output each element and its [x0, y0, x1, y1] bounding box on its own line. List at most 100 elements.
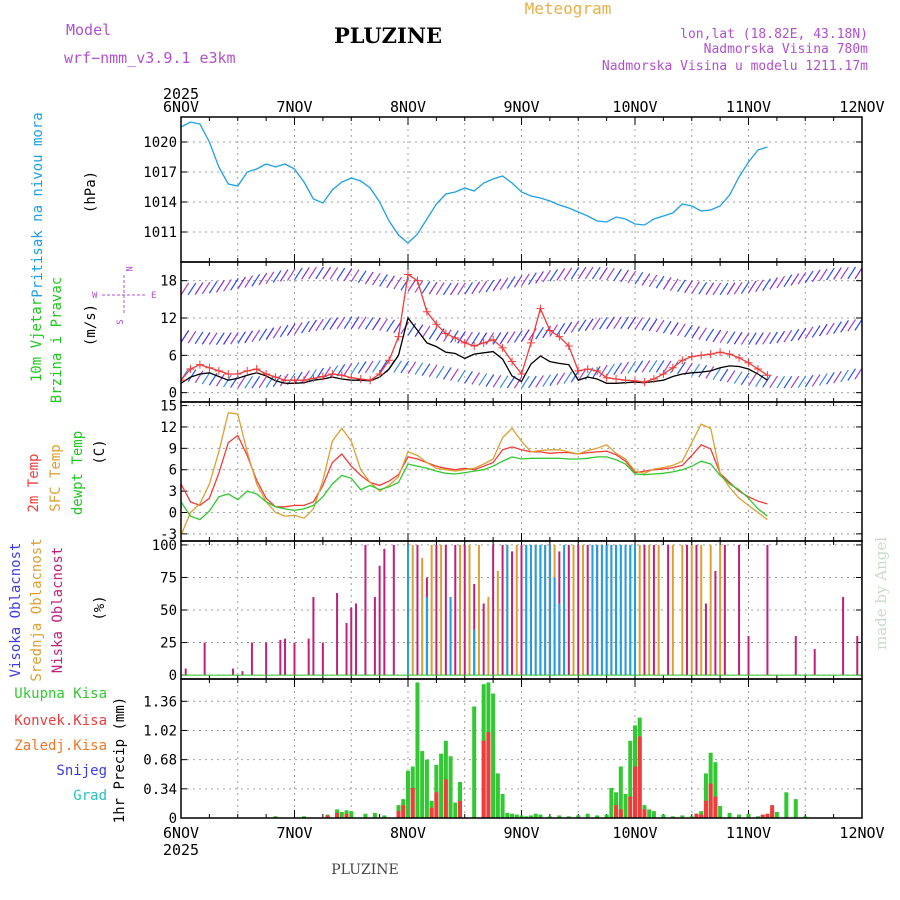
wind-barb: [662, 320, 672, 334]
bar-srednja-oblacnost: [648, 544, 651, 676]
bar-ukupna-kisa: [491, 693, 496, 818]
wind-barb: [826, 372, 835, 385]
wind-barb: [329, 317, 339, 330]
wind-barb: [620, 361, 630, 375]
footer-station: PLUZINE: [331, 862, 398, 878]
gust-marker: [526, 338, 535, 347]
gust-marker: [214, 366, 223, 375]
bar-niska-oblacnost: [813, 649, 816, 676]
wind-barb: [698, 364, 708, 378]
wind-barb: [499, 277, 509, 291]
gust-marker: [262, 370, 271, 378]
wind-barb: [804, 326, 814, 340]
bar-niska-oblacnost: [454, 544, 457, 676]
y-tick-label: -3: [160, 527, 177, 543]
gust-marker: [318, 372, 327, 381]
station-title: PLUZINE: [334, 23, 442, 48]
y-tick-label: 15: [160, 399, 177, 415]
x-tick-label-top: 6NOV: [163, 98, 199, 116]
y-tick-label: 1.36: [143, 694, 177, 710]
gust-marker: [224, 370, 233, 378]
wind-barb: [201, 371, 211, 385]
wind-barb: [747, 373, 757, 387]
gust-marker: [678, 356, 687, 365]
series-line-sfc-temp: [181, 411, 768, 536]
wind-barb: [847, 368, 857, 381]
bar-ukupna-kisa: [273, 816, 278, 818]
wind-barb: [435, 282, 445, 295]
bar-niska-oblacnost: [416, 544, 419, 676]
gust-marker: [233, 370, 242, 378]
wind-barb: [570, 320, 580, 334]
bar-ukupna-kisa: [718, 805, 723, 818]
bar-ukupna-kisa: [424, 759, 429, 818]
wind-barb: [506, 276, 516, 289]
precip-legend-item: Snijeg: [56, 763, 107, 779]
clouds-panel: 0 25 50 75 100: [152, 538, 863, 684]
bar-ukupna-kisa: [670, 816, 675, 818]
x-tick-label-bottom: 9NOV: [503, 824, 539, 842]
wind-barb: [457, 282, 466, 296]
wind-barb: [478, 373, 488, 386]
wind-barb: [322, 317, 332, 331]
wind-barb: [485, 279, 495, 293]
wind-barb: [740, 281, 750, 294]
wind-barb: [187, 330, 197, 344]
x-tick-label-top: 12NOV: [839, 98, 884, 116]
wind-barb: [400, 360, 410, 374]
wind-barb: [861, 278, 862, 280]
plot-area: [181, 411, 768, 536]
wind-barb: [329, 365, 339, 378]
bar-ukupna-kisa: [420, 751, 425, 818]
bar-konvek-kisa: [325, 815, 330, 818]
wind-barb: [549, 373, 559, 387]
wind-barb: [769, 277, 778, 290]
bar-visoka-oblacnost: [563, 544, 566, 676]
wind-barb: [336, 267, 346, 281]
wind-barb: [364, 360, 374, 374]
bar-ukupna-kisa: [647, 809, 652, 818]
temp-label-3: dewpt Temp: [70, 431, 86, 515]
wind-barb: [450, 282, 459, 296]
bar-ukupna-kisa: [755, 816, 760, 818]
wind-barb: [414, 324, 424, 337]
wind-barb: [826, 322, 835, 336]
bar-niska-oblacnost: [492, 544, 495, 676]
x-tick-label-bottom: 10NOV: [612, 824, 657, 842]
gust-marker: [394, 332, 403, 341]
wind-barb: [719, 282, 729, 296]
watermark: made by Angel: [872, 537, 890, 650]
wind-barb: [847, 266, 857, 280]
bar-visoka-oblacnost: [534, 544, 537, 676]
temp-label-1: 2m Temp: [26, 453, 42, 512]
gust-marker: [451, 333, 460, 342]
wind-barb: [698, 327, 708, 340]
bar-niska-oblacnost: [738, 544, 741, 676]
bar-ukupna-kisa: [458, 781, 463, 818]
bar-ukupna-kisa: [349, 811, 354, 818]
wind-barb: [826, 267, 835, 281]
wind-barb: [244, 330, 254, 344]
bar-srednja-oblacnost: [496, 570, 499, 676]
bar-niska-oblacnost: [643, 544, 646, 676]
bar-ukupna-kisa: [500, 793, 505, 818]
wind-barb: [528, 272, 537, 285]
wind-barb: [237, 331, 246, 344]
bar-srednja-oblacnost: [709, 544, 712, 676]
y-tick-label: 0: [169, 505, 177, 521]
gust-marker: [498, 343, 507, 352]
top-year: 2025: [163, 85, 199, 103]
bar-niska-oblacnost: [723, 544, 726, 676]
wind-barb: [223, 279, 232, 292]
bar-ukupna-kisa: [713, 762, 718, 818]
wind-barb: [435, 365, 445, 379]
wind-barb: [662, 360, 672, 374]
wind-barb: [542, 374, 551, 387]
wind-barb: [343, 268, 353, 281]
bar-niska-oblacnost: [336, 593, 339, 676]
bar-niska-oblacnost: [667, 544, 670, 676]
bar-ukupna-kisa: [382, 815, 387, 818]
bar-srednja-oblacnost: [515, 544, 518, 676]
wind-barb: [606, 267, 615, 281]
gust-marker: [574, 366, 583, 375]
